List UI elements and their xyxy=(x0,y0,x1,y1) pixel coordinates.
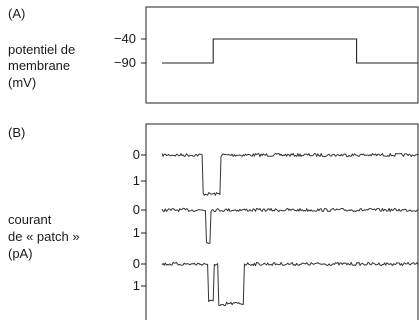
panel-a-label: (A) xyxy=(8,6,26,21)
panel-a-ylabel-line-2: membrane xyxy=(8,58,71,73)
panel-a-ylabel-line-1: potentiel de xyxy=(8,42,76,57)
trace-1-tick-0: 0 xyxy=(132,147,140,162)
trace-2-tick-0: 0 xyxy=(132,202,140,217)
trace-1-tick-1: 1 xyxy=(132,173,140,188)
panel-a-frame xyxy=(145,6,419,104)
patch-current-trace-3 xyxy=(161,261,419,307)
trace-3-tick-1: 1 xyxy=(132,278,140,293)
voltage-step-line xyxy=(162,38,418,64)
trace-2-tick-1: 1 xyxy=(132,225,140,240)
panel-a-ytick--90: −90 xyxy=(113,55,136,70)
patch-current-trace-1 xyxy=(161,152,419,196)
panel-a-ytick--40: −40 xyxy=(113,31,136,46)
trace-3-tick-0: 0 xyxy=(132,256,140,271)
panel-b-ylabel-line-2: de « patch » xyxy=(8,229,80,244)
panel-a-ylabel-line-3: (mV) xyxy=(8,75,37,90)
panel-b-ylabel-line-1: courant xyxy=(8,212,52,227)
patch-current-trace-2 xyxy=(161,207,419,244)
panel-b-label: (B) xyxy=(8,125,26,140)
panel-b-frame xyxy=(145,123,419,320)
panel-b-ylabel-line-3: (pA) xyxy=(8,246,33,261)
